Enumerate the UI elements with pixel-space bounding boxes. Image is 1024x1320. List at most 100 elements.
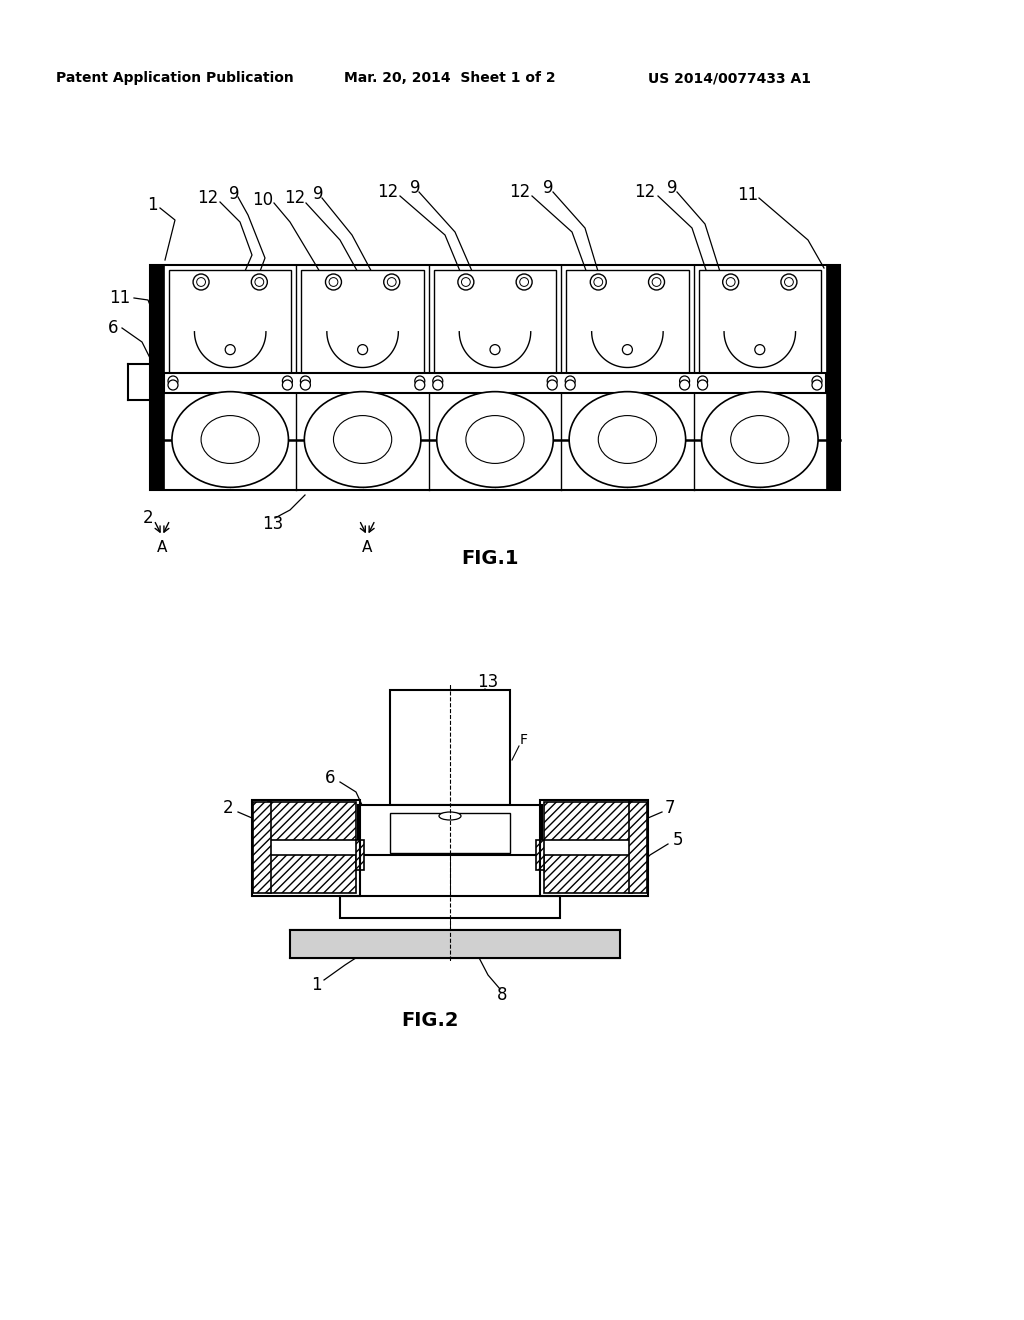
- Circle shape: [755, 345, 765, 355]
- Bar: [356, 840, 364, 870]
- Circle shape: [697, 376, 708, 385]
- Text: 9: 9: [667, 180, 677, 197]
- Text: FIG.2: FIG.2: [401, 1011, 459, 1030]
- Bar: [290, 931, 620, 958]
- Circle shape: [300, 380, 310, 389]
- Circle shape: [547, 380, 557, 389]
- Text: 5: 5: [673, 832, 683, 849]
- Text: 11: 11: [110, 289, 131, 308]
- Text: 1: 1: [146, 195, 158, 214]
- Text: 9: 9: [228, 185, 240, 203]
- Bar: [164, 374, 826, 393]
- Bar: [544, 803, 632, 840]
- Text: 6: 6: [108, 319, 118, 337]
- Circle shape: [781, 275, 797, 290]
- Text: 8: 8: [497, 986, 507, 1005]
- Text: Patent Application Publication: Patent Application Publication: [56, 71, 294, 84]
- Bar: [358, 805, 542, 855]
- Bar: [540, 800, 648, 896]
- Circle shape: [225, 345, 236, 355]
- Circle shape: [723, 275, 738, 290]
- Circle shape: [784, 277, 794, 286]
- Circle shape: [283, 380, 293, 389]
- Circle shape: [680, 380, 689, 389]
- Circle shape: [433, 380, 442, 389]
- Text: 11: 11: [737, 186, 759, 205]
- Bar: [150, 265, 164, 490]
- Text: 12: 12: [635, 183, 655, 201]
- Circle shape: [565, 380, 575, 389]
- Circle shape: [516, 275, 532, 290]
- Text: D: D: [431, 826, 441, 840]
- Bar: [698, 271, 821, 378]
- Text: 13: 13: [477, 673, 499, 690]
- Ellipse shape: [466, 416, 524, 463]
- Text: 1: 1: [310, 975, 322, 994]
- Text: Mar. 20, 2014  Sheet 1 of 2: Mar. 20, 2014 Sheet 1 of 2: [344, 71, 556, 84]
- Circle shape: [168, 376, 178, 385]
- Circle shape: [387, 277, 396, 286]
- Bar: [390, 690, 510, 805]
- Circle shape: [326, 275, 341, 290]
- Circle shape: [251, 275, 267, 290]
- Ellipse shape: [731, 416, 788, 463]
- Circle shape: [415, 376, 425, 385]
- Ellipse shape: [569, 392, 686, 487]
- Bar: [252, 800, 360, 896]
- Circle shape: [726, 277, 735, 286]
- Text: 9: 9: [410, 180, 420, 197]
- Circle shape: [255, 277, 264, 286]
- Circle shape: [547, 376, 557, 385]
- Ellipse shape: [304, 392, 421, 487]
- Circle shape: [648, 275, 665, 290]
- Circle shape: [329, 277, 338, 286]
- Bar: [629, 803, 647, 894]
- Text: 2: 2: [142, 510, 154, 527]
- Circle shape: [594, 277, 603, 286]
- Bar: [826, 265, 840, 490]
- Text: 10: 10: [253, 191, 273, 209]
- Bar: [566, 271, 688, 378]
- Text: 12: 12: [509, 183, 530, 201]
- Text: 12: 12: [285, 189, 305, 207]
- Circle shape: [462, 277, 470, 286]
- Circle shape: [520, 277, 528, 286]
- Bar: [390, 813, 510, 853]
- Text: FIG.1: FIG.1: [461, 549, 519, 568]
- Text: A: A: [157, 540, 167, 556]
- Bar: [340, 896, 560, 917]
- Circle shape: [697, 380, 708, 389]
- Text: A: A: [362, 540, 373, 556]
- Ellipse shape: [172, 392, 289, 487]
- Circle shape: [433, 376, 442, 385]
- Circle shape: [197, 277, 206, 286]
- Ellipse shape: [437, 392, 553, 487]
- Text: US 2014/0077433 A1: US 2014/0077433 A1: [648, 71, 811, 84]
- Circle shape: [357, 345, 368, 355]
- Circle shape: [812, 376, 822, 385]
- Circle shape: [384, 275, 399, 290]
- Bar: [253, 803, 271, 894]
- Circle shape: [490, 345, 500, 355]
- Ellipse shape: [334, 416, 392, 463]
- Bar: [434, 271, 556, 378]
- Ellipse shape: [598, 416, 656, 463]
- Circle shape: [415, 380, 425, 389]
- Bar: [268, 855, 356, 894]
- Circle shape: [168, 380, 178, 389]
- Text: 6: 6: [325, 770, 335, 787]
- Bar: [544, 855, 632, 894]
- Ellipse shape: [201, 416, 259, 463]
- Circle shape: [300, 376, 310, 385]
- Circle shape: [623, 345, 633, 355]
- Text: 9: 9: [543, 180, 553, 197]
- Text: 12: 12: [378, 183, 398, 201]
- Circle shape: [458, 275, 474, 290]
- Text: 2: 2: [222, 799, 233, 817]
- Ellipse shape: [701, 392, 818, 487]
- Circle shape: [565, 376, 575, 385]
- Text: 9: 9: [312, 185, 324, 203]
- Bar: [150, 265, 840, 490]
- Circle shape: [812, 380, 822, 389]
- Bar: [301, 271, 424, 378]
